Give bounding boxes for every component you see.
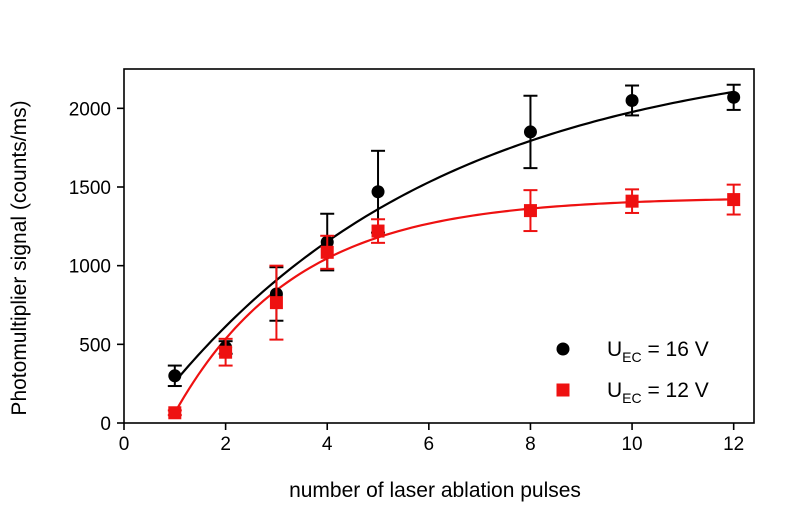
legend-label: UEC = 16 V — [607, 338, 709, 365]
data-point-circle — [727, 90, 741, 104]
data-point-square — [219, 345, 233, 359]
data-point-square — [320, 245, 334, 259]
x-tick-label: 8 — [525, 434, 536, 455]
data-point-circle — [625, 93, 639, 107]
x-tick-label: 6 — [424, 434, 435, 455]
x-axis-title: number of laser ablation pulses — [289, 479, 581, 502]
y-tick-label: 0 — [100, 414, 111, 435]
data-point-square — [269, 296, 283, 310]
x-tick-label: 10 — [621, 434, 642, 455]
legend-marker-square — [556, 383, 570, 397]
data-point-square — [523, 204, 537, 218]
data-point-square — [625, 194, 639, 208]
data-point-square — [727, 193, 741, 207]
y-tick-label: 1000 — [69, 257, 111, 278]
data-point-square — [371, 224, 385, 238]
fit-curves — [173, 90, 734, 414]
y-tick-label: 1500 — [69, 178, 111, 199]
legend: UEC = 16 V UEC = 12 V — [556, 338, 709, 406]
data-point-circle — [371, 185, 385, 199]
x-tick-label: 2 — [220, 434, 231, 455]
chart-axes: 0 2 4 6 8 10 12 0 500 1000 1500 2000 — [69, 68, 755, 455]
data-point-square — [168, 406, 182, 420]
y-axis-title: Photomultiplier signal (counts/ms) — [8, 100, 31, 415]
fit-curve-2 — [173, 198, 734, 414]
plot-frame — [123, 68, 755, 424]
fit-curve-1 — [173, 90, 734, 383]
legend-marker-circle — [556, 342, 570, 356]
x-tick-label: 0 — [119, 434, 130, 455]
data-point-circle — [168, 369, 182, 383]
x-tick-label: 4 — [322, 434, 333, 455]
y-tick-label: 2000 — [69, 99, 111, 120]
data-points — [167, 83, 741, 420]
x-tick-label: 12 — [723, 434, 744, 455]
y-tick-label: 500 — [79, 335, 111, 356]
legend-label: UEC = 12 V — [607, 379, 709, 406]
data-point-circle — [523, 125, 537, 139]
